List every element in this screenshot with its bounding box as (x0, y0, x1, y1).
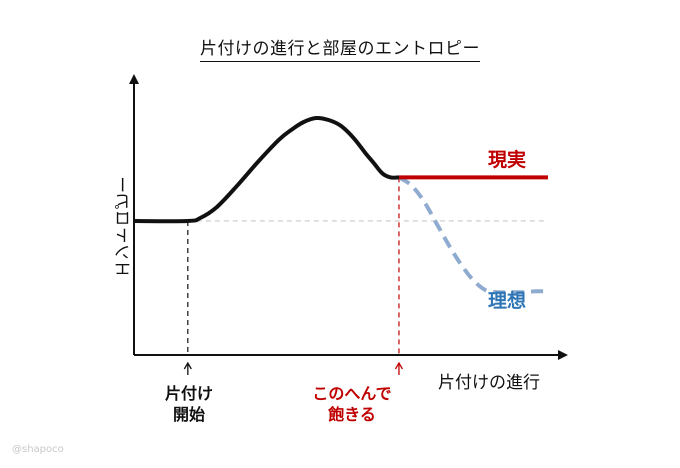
chart-title: 片付けの進行と部屋のエントロピー (0, 34, 680, 62)
annotation-start-line1: 片付け (164, 384, 213, 403)
annotation-bored: このへんで 飽きる (290, 383, 414, 425)
annotation-start: 片付け 開始 (150, 383, 228, 425)
x-axis-label: 片付けの進行 (438, 373, 540, 393)
series-reality-rise-line (133, 115, 400, 224)
annotation-bored-line1: このへんで (312, 384, 392, 403)
annotation-arrow-head-0 (183, 361, 192, 370)
y-axis-label: エントロピー (115, 176, 135, 278)
series-ideal-line (397, 175, 549, 295)
watermark: @shapoco (12, 444, 64, 455)
series-label-reality: 現実 (488, 149, 527, 171)
annotation-bored-line2: 飽きる (328, 405, 376, 424)
annotation-start-line2: 開始 (172, 405, 205, 424)
series-label-ideal: 理想 (488, 290, 527, 312)
annotation-arrow-head-1 (394, 361, 404, 370)
